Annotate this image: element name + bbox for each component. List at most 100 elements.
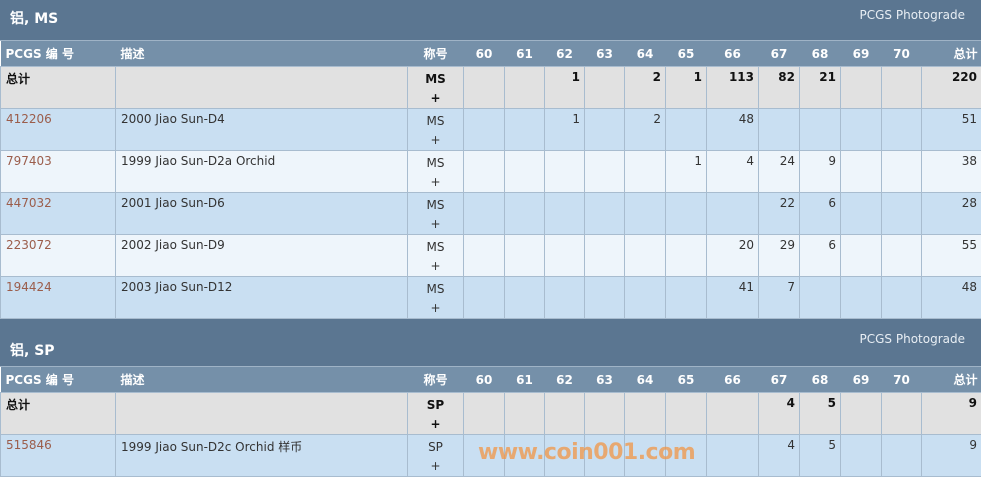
col-header-total[interactable]: 总计: [922, 41, 981, 67]
pcgs-id-link[interactable]: 447032: [6, 196, 52, 210]
description-cell: 2002 Jiao Sun-D9: [116, 235, 408, 277]
id-cell: 总计: [1, 67, 116, 109]
designation: MS: [412, 112, 459, 131]
designation-cell: SP+: [408, 393, 464, 435]
grade-count-cell: [585, 277, 625, 319]
grade-count-cell: 113: [707, 67, 759, 109]
grade-count-cell: [625, 151, 666, 193]
grade-count-cell: [505, 193, 545, 235]
grade-count-cell: [505, 277, 545, 319]
col-header-grade[interactable]: 61: [505, 367, 545, 393]
grade-count-cell: 9: [800, 151, 841, 193]
grade-count-cell: [800, 109, 841, 151]
description-cell: 2001 Jiao Sun-D6: [116, 193, 408, 235]
grade-count-cell: 7: [759, 277, 800, 319]
pcgs-id-link[interactable]: 223072: [6, 238, 52, 252]
pcgs-id-link[interactable]: 194424: [6, 280, 52, 294]
col-header-grade[interactable]: 66: [707, 41, 759, 67]
col-header-desc[interactable]: 描述: [116, 367, 408, 393]
description: 1999 Jiao Sun-D2c Orchid 样币: [121, 440, 302, 454]
designation-cell: MS+: [408, 109, 464, 151]
description: 1999 Jiao Sun-D2a Orchid: [121, 154, 275, 168]
col-header-grade[interactable]: 70: [882, 367, 922, 393]
total-count-cell: 48: [922, 277, 981, 319]
col-header-grade[interactable]: 64: [625, 367, 666, 393]
col-header-grade[interactable]: 68: [800, 41, 841, 67]
grade-count-cell: [625, 393, 666, 435]
total-count-cell: 55: [922, 235, 981, 277]
col-header-id[interactable]: PCGS 编 号: [1, 41, 116, 67]
col-header-grade[interactable]: 64: [625, 41, 666, 67]
col-header-grade[interactable]: 60: [464, 367, 505, 393]
total-label: 总计: [6, 72, 30, 86]
col-header-grade[interactable]: 63: [585, 367, 625, 393]
plus-designation: +: [412, 215, 459, 234]
grade-count-cell: [759, 109, 800, 151]
col-header-grade[interactable]: 62: [545, 41, 585, 67]
description-cell: [116, 67, 408, 109]
id-cell: 194424: [1, 277, 116, 319]
grade-count-cell: 82: [759, 67, 800, 109]
grade-count-cell: [707, 435, 759, 477]
plus-designation: +: [412, 89, 459, 108]
col-header-grade[interactable]: 67: [759, 41, 800, 67]
col-header-grade[interactable]: 68: [800, 367, 841, 393]
description: 2000 Jiao Sun-D4: [121, 112, 225, 126]
designation-cell: MS+: [408, 193, 464, 235]
col-header-grade[interactable]: 63: [585, 41, 625, 67]
grade-count-cell: [464, 67, 505, 109]
grade-count-cell: 4: [707, 151, 759, 193]
total-count-cell: 38: [922, 151, 981, 193]
total-count-cell: 51: [922, 109, 981, 151]
photograde-link[interactable]: PCGS Photograde: [860, 8, 965, 22]
grade-count-cell: 1: [545, 67, 585, 109]
grade-count-cell: [882, 193, 922, 235]
grade-count-cell: [585, 67, 625, 109]
grade-count-cell: [505, 109, 545, 151]
id-cell: 447032: [1, 193, 116, 235]
col-header-grade[interactable]: 67: [759, 367, 800, 393]
grade-count-cell: [464, 193, 505, 235]
plus-designation: +: [412, 173, 459, 192]
designation: SP: [412, 396, 459, 415]
col-header-grade[interactable]: 69: [841, 41, 882, 67]
designation: MS: [412, 280, 459, 299]
section-header: 铝, MS PCGS Photograde: [0, 0, 981, 41]
pcgs-id-link[interactable]: 515846: [6, 438, 52, 452]
photograde-link[interactable]: PCGS Photograde: [860, 332, 965, 346]
col-header-grade[interactable]: 70: [882, 41, 922, 67]
grade-count-cell: [464, 393, 505, 435]
pcgs-id-link[interactable]: 412206: [6, 112, 52, 126]
grade-count-cell: [882, 109, 922, 151]
col-header-desc[interactable]: 描述: [116, 41, 408, 67]
designation-cell: SP+: [408, 435, 464, 477]
col-header-grade[interactable]: 69: [841, 367, 882, 393]
grade-count-cell: [545, 151, 585, 193]
col-header-grade[interactable]: 65: [666, 41, 707, 67]
col-header-grade[interactable]: 60: [464, 41, 505, 67]
grade-count-cell: [707, 393, 759, 435]
total-label: 总计: [6, 398, 30, 412]
col-header-grade[interactable]: 61: [505, 41, 545, 67]
description-cell: 1999 Jiao Sun-D2c Orchid 样币: [116, 435, 408, 477]
grade-count-cell: [841, 435, 882, 477]
grade-count-cell: [841, 235, 882, 277]
designation: MS: [412, 154, 459, 173]
col-header-grade[interactable]: 65: [666, 367, 707, 393]
grade-count-cell: [585, 109, 625, 151]
col-header-grade[interactable]: 62: [545, 367, 585, 393]
section-title: 铝, MS: [10, 8, 58, 28]
pcgs-id-link[interactable]: 797403: [6, 154, 52, 168]
grade-count-cell: 1: [666, 67, 707, 109]
col-header-id[interactable]: PCGS 编 号: [1, 367, 116, 393]
col-header-total[interactable]: 总计: [922, 367, 981, 393]
col-header-grade[interactable]: 66: [707, 367, 759, 393]
designation-cell: MS+: [408, 151, 464, 193]
col-header-designation[interactable]: 称号: [408, 41, 464, 67]
col-header-designation[interactable]: 称号: [408, 367, 464, 393]
